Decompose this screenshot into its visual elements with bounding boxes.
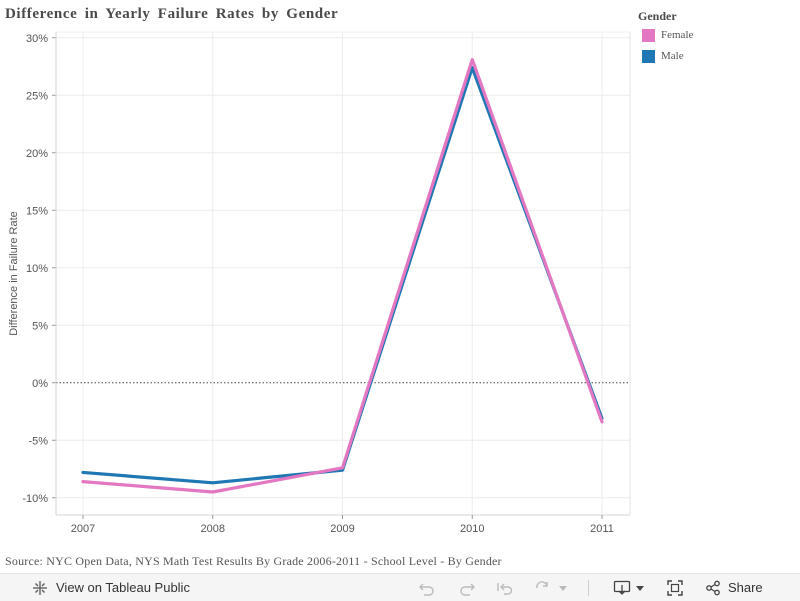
x-tick-label: 2007 [71,523,95,535]
y-tick-label: 15% [26,205,48,217]
source-note: Source: NYC Open Data, NYS Math Test Res… [5,554,502,568]
y-tick-label: -10% [22,493,48,505]
x-tick-label: 2011 [590,523,614,535]
x-tick-label: 2009 [330,523,354,535]
legend-item-male[interactable]: Male [638,46,693,66]
y-tick-label: 20% [26,148,48,160]
toolbar-separator [587,579,589,596]
legend-item-female[interactable]: Female [638,25,693,45]
share-label: Share [727,580,763,595]
chart-title: Difference in Yearly Failure Rates by Ge… [5,6,339,22]
legend-swatch-male [642,49,655,63]
fullscreen-icon[interactable] [667,579,683,596]
share-button[interactable]: Share [705,580,763,596]
redo-icon[interactable] [458,580,476,596]
y-tick-label: 0% [32,378,48,390]
legend-label-female: Female [661,29,694,41]
x-tick-label: 2008 [201,523,225,535]
legend-title: Gender [638,9,677,23]
tableau-toolbar: View on Tableau Public Share [0,573,800,601]
legend-swatch-female [642,28,655,42]
y-tick-label: 10% [26,263,48,275]
download-dropdown-chevron-icon[interactable] [635,583,645,593]
y-tick-label: 5% [32,320,48,332]
undo-icon[interactable] [418,580,436,596]
view-on-tableau-public-link[interactable]: View on Tableau Public [32,580,190,596]
y-tick-label: 30% [26,33,48,45]
y-tick-label: 25% [26,90,48,102]
tableau-logo-icon [32,580,48,596]
refresh-icon[interactable] [534,580,552,596]
share-icon [705,580,721,596]
legend-label-male: Male [661,50,684,62]
legend: Gender Female Male [638,9,693,66]
refresh-dropdown-chevron-icon[interactable] [558,583,568,593]
download-icon[interactable] [613,580,631,596]
y-axis-label: Difference in Failure Rate [8,211,20,336]
view-on-tableau-public-label: View on Tableau Public [56,580,190,595]
x-tick-label: 2010 [460,523,484,535]
line-chart: 30% 25% 20% 15% 10% 5% 0% -5% -10% 2007 2008 2009 20… [8,31,631,535]
series-line-female[interactable] [81,57,604,494]
revert-icon[interactable] [496,580,514,596]
y-tick-label: -5% [28,435,48,447]
